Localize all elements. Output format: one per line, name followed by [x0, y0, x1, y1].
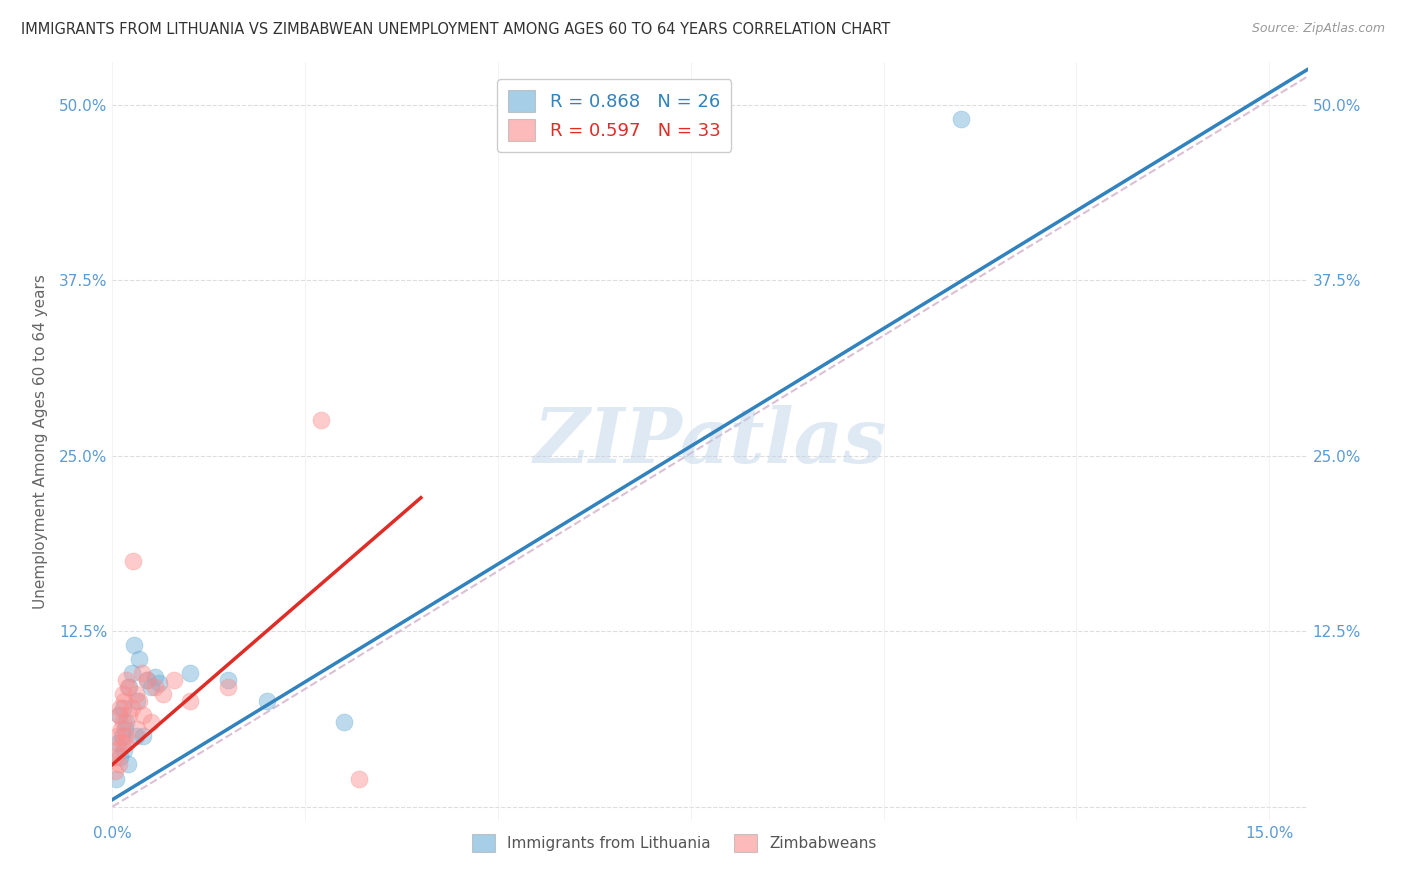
Point: [128, 694, 150, 708]
Point: [217, 673, 239, 688]
Point: [121, 701, 143, 715]
Point: [127, 723, 149, 737]
Point: [217, 680, 239, 694]
Legend: Immigrants from Lithuania, Zimbabweans: Immigrants from Lithuania, Zimbabweans: [465, 828, 883, 858]
Point: [179, 666, 201, 681]
Point: [118, 680, 141, 694]
Point: [124, 687, 146, 701]
Y-axis label: Unemployment Among Ages 60 to 64 years: Unemployment Among Ages 60 to 64 years: [32, 274, 48, 609]
Point: [105, 750, 128, 764]
Point: [121, 666, 143, 681]
Point: [179, 694, 201, 708]
Point: [107, 743, 129, 757]
Point: [139, 680, 162, 694]
Point: [112, 743, 135, 757]
Point: [152, 687, 174, 701]
Text: IMMIGRANTS FROM LITHUANIA VS ZIMBABWEAN UNEMPLOYMENT AMONG AGES 60 TO 64 YEARS C: IMMIGRANTS FROM LITHUANIA VS ZIMBABWEAN …: [21, 22, 890, 37]
Point: [112, 715, 135, 730]
Point: [105, 772, 128, 786]
Point: [111, 701, 134, 715]
Point: [108, 750, 131, 764]
Point: [118, 708, 141, 723]
Point: [347, 772, 370, 786]
Point: [136, 673, 159, 688]
Text: ZIPatlas: ZIPatlas: [533, 405, 887, 478]
Point: [333, 715, 356, 730]
Point: [117, 680, 139, 694]
Point: [124, 730, 146, 744]
Point: [122, 554, 145, 568]
Point: [127, 694, 149, 708]
Point: [122, 638, 145, 652]
Point: [143, 680, 166, 694]
Point: [136, 673, 159, 688]
Point: [108, 701, 131, 715]
Point: [128, 652, 150, 666]
Point: [111, 736, 134, 750]
Text: Source: ZipAtlas.com: Source: ZipAtlas.com: [1251, 22, 1385, 36]
Point: [107, 736, 129, 750]
Point: [131, 666, 153, 681]
Point: [111, 730, 134, 744]
Point: [117, 757, 139, 772]
Point: [108, 757, 131, 772]
Point: [132, 730, 155, 744]
Point: [309, 413, 332, 427]
Point: [163, 673, 186, 688]
Point: [114, 730, 136, 744]
Point: [112, 694, 135, 708]
Point: [111, 687, 134, 701]
Point: [143, 670, 166, 684]
Point: [115, 715, 138, 730]
Point: [949, 112, 972, 126]
Point: [115, 736, 138, 750]
Point: [107, 708, 129, 723]
Point: [108, 708, 131, 723]
Point: [256, 694, 278, 708]
Point: [104, 764, 127, 779]
Point: [114, 723, 136, 737]
Point: [148, 676, 170, 690]
Point: [132, 708, 155, 723]
Point: [114, 673, 136, 688]
Point: [139, 715, 162, 730]
Point: [110, 723, 132, 737]
Point: [105, 730, 128, 744]
